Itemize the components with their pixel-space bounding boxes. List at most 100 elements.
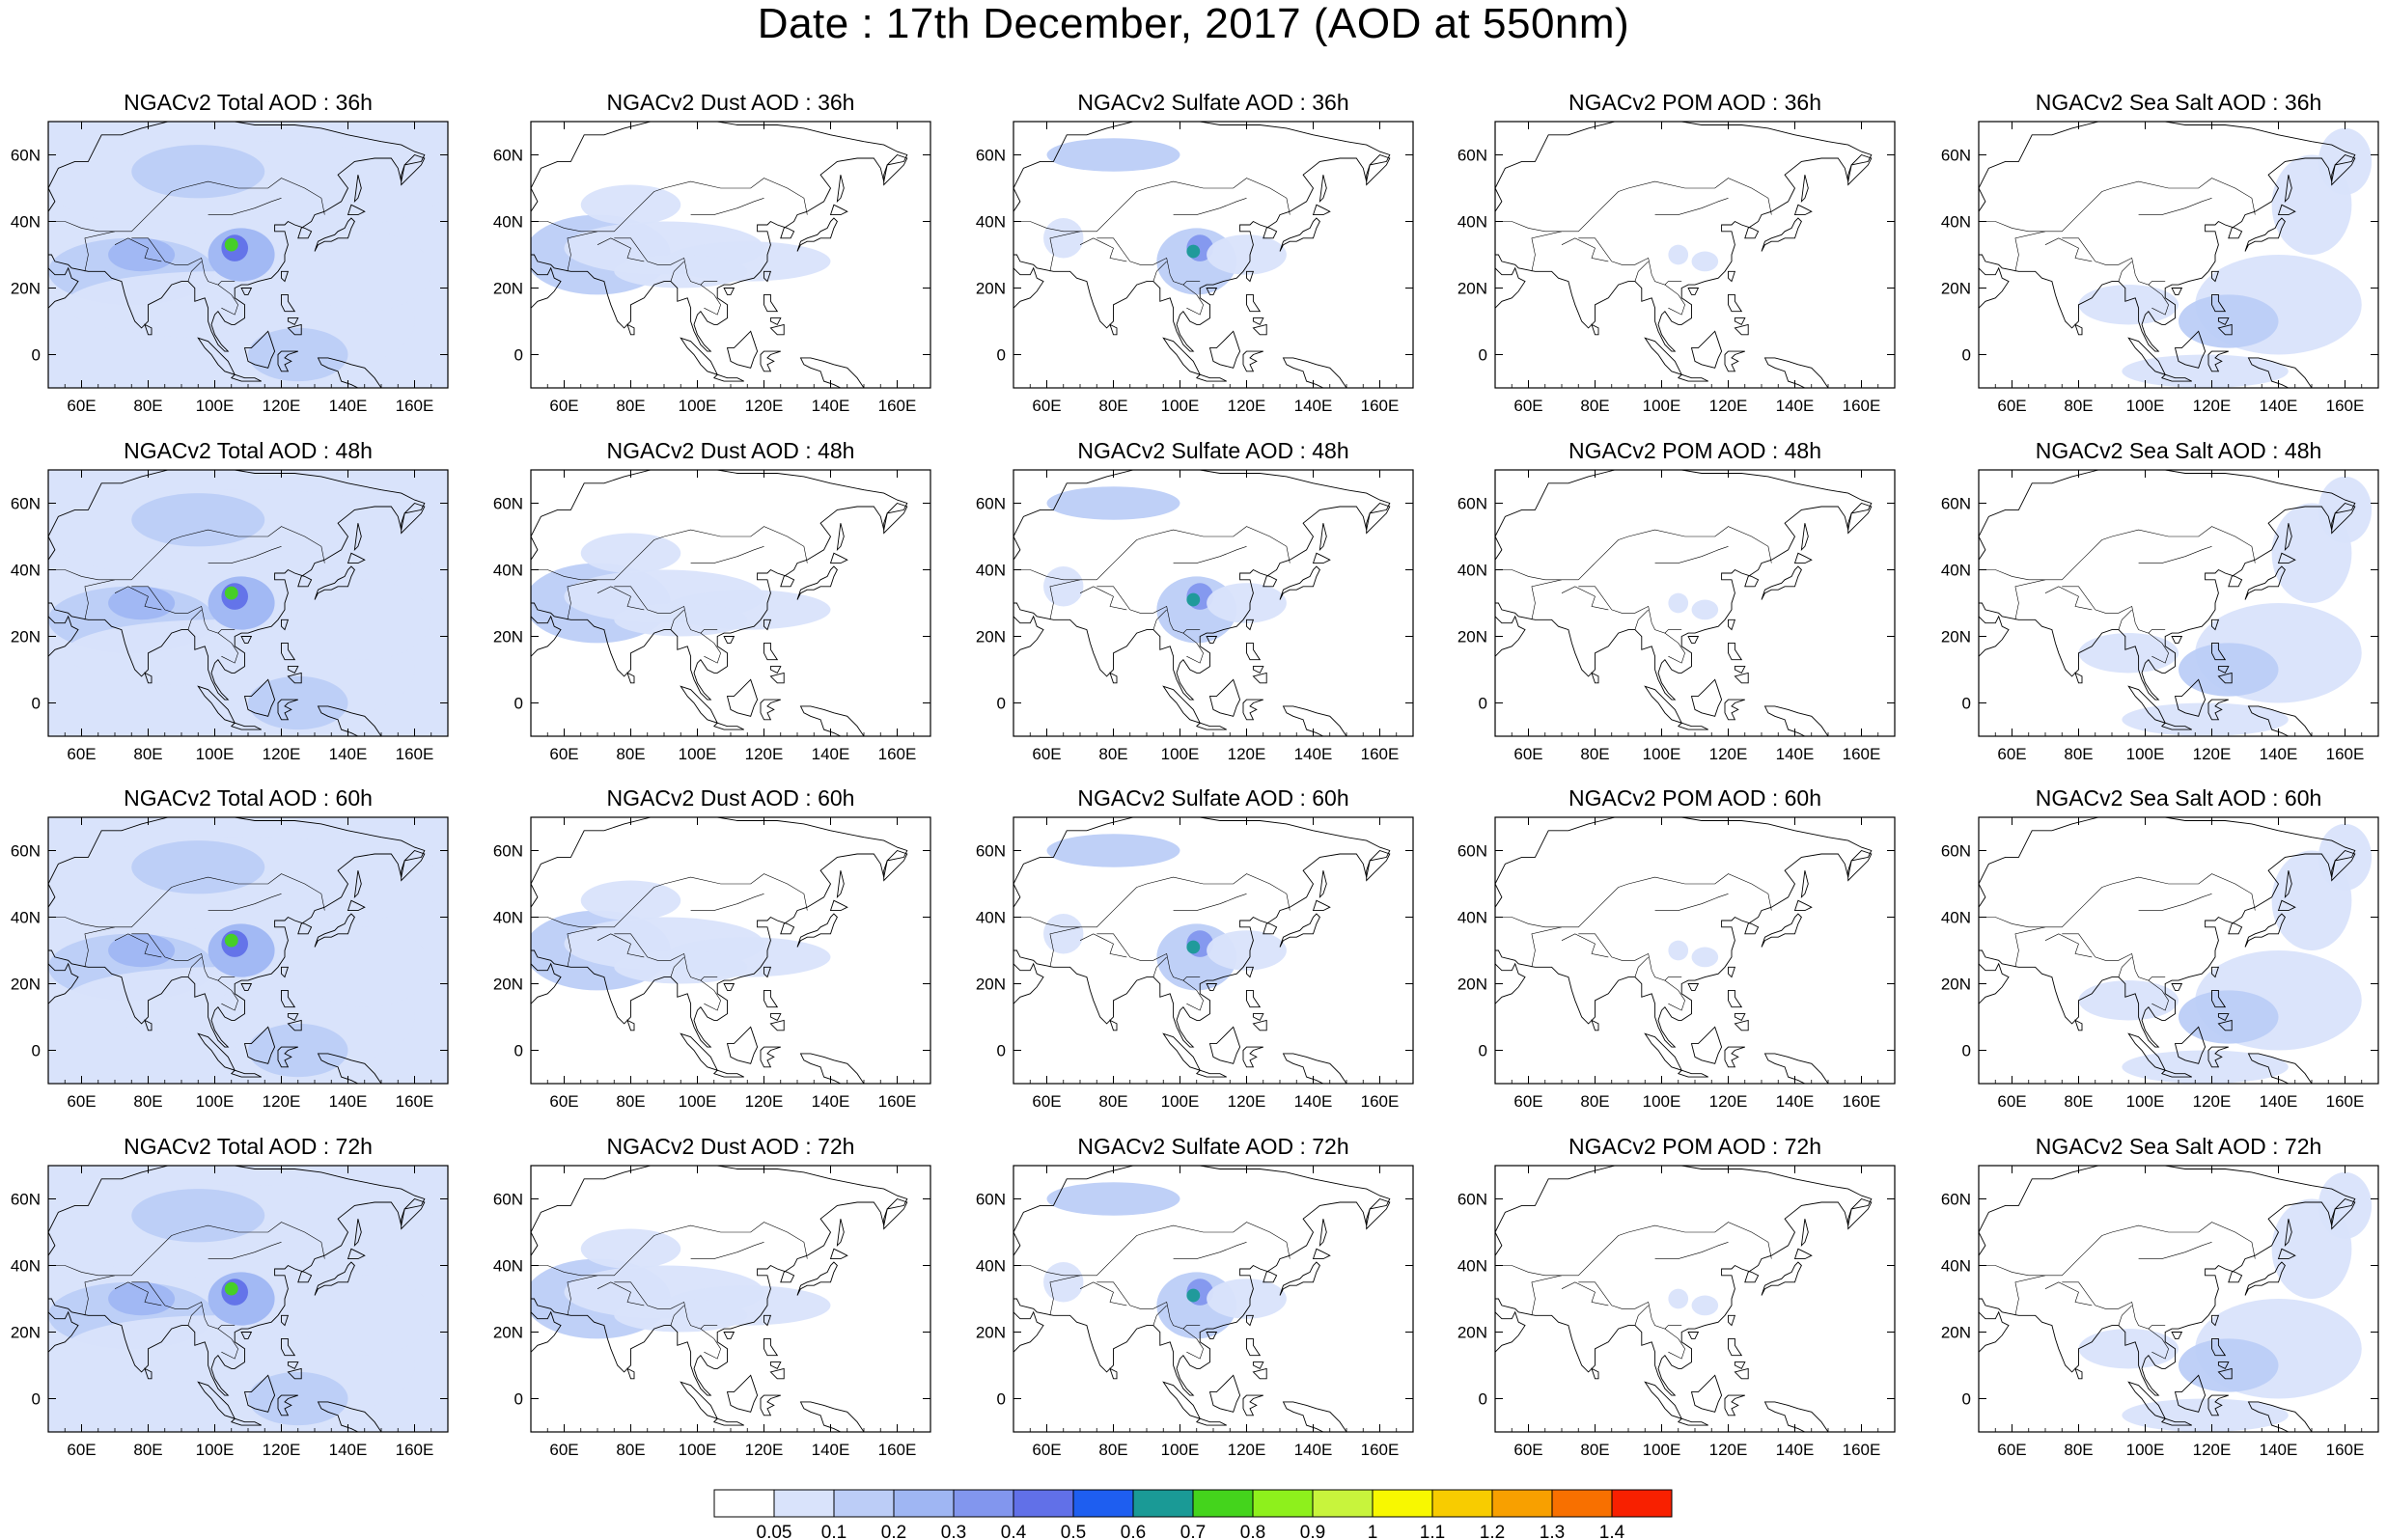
lon-tick-label: 160E (2326, 745, 2365, 763)
colorbar-swatch (1312, 1489, 1374, 1518)
aod-blob (614, 1299, 748, 1333)
lat-tick-label: 40N (976, 1257, 1006, 1276)
lat-tick-label: 40N (976, 562, 1006, 580)
island-path (799, 357, 865, 388)
map-panel: NGACv2 POM AOD : 72h 60E 80E 100E 120E 140E 16… (1457, 1134, 1896, 1459)
coastline-path (1013, 1166, 1391, 1396)
island-path (2331, 849, 2356, 882)
island-path (763, 270, 772, 283)
border-path (2044, 586, 2093, 611)
island-path (712, 373, 744, 382)
island-path (1246, 293, 1262, 313)
aod-field (1013, 1166, 1413, 1432)
border-path (1049, 231, 1081, 272)
island-path (1728, 989, 1743, 1008)
lon-tick-label: 160E (878, 1092, 917, 1111)
panel-title: NGACv2 Sea Salt AOD : 48h (2036, 438, 2322, 463)
border-path (114, 586, 162, 611)
lon-tick-label: 60E (549, 745, 578, 763)
border-path (567, 231, 598, 272)
border-path (1664, 1328, 1685, 1360)
aod-blob (1207, 1279, 1287, 1319)
border-path (1096, 237, 1201, 286)
aod-blob (1691, 1295, 1719, 1316)
island-path (1728, 1337, 1743, 1357)
island-path (1979, 950, 2010, 1004)
island-path (281, 1314, 290, 1327)
border-path (614, 1281, 718, 1330)
border-path (1531, 231, 1563, 272)
lat-tick-label: 40N (1941, 1257, 1971, 1276)
island-path (2211, 642, 2227, 661)
aod-blob (224, 237, 238, 252)
border-path (1096, 1281, 1201, 1330)
island-path (317, 1401, 382, 1432)
border-path (1561, 237, 1609, 262)
lat-tick-label: 0 (32, 695, 41, 713)
border-path (567, 1275, 598, 1316)
lon-tick-label: 140E (812, 397, 850, 415)
island-path (2174, 330, 2207, 369)
island-path (48, 255, 79, 309)
island-path (2331, 153, 2356, 186)
colorbar-swatch (1252, 1489, 1314, 1518)
island-path (287, 1013, 299, 1021)
island-path (287, 323, 302, 336)
border-path (48, 178, 325, 233)
border-path (531, 526, 808, 581)
colorbar-label: 0.7 (1180, 1523, 1206, 1540)
map-panel: NGACv2 POM AOD : 60h 60E 80E 100E 120E 140E 16… (1457, 785, 1896, 1111)
lon-tick-label: 100E (196, 1092, 235, 1111)
lon-tick-label: 140E (329, 1092, 368, 1111)
border-path (1634, 609, 1649, 630)
island-path (2244, 913, 2286, 948)
coastline-path (531, 470, 908, 701)
panel-title: NGACv2 Total AOD : 72h (124, 1134, 373, 1159)
island-path (1246, 966, 1255, 978)
island-path (1847, 502, 1873, 535)
island-path (1690, 678, 1723, 717)
island-path (796, 565, 838, 600)
lat-tick-label: 0 (514, 695, 523, 713)
lon-tick-label: 140E (812, 1092, 850, 1111)
island-path (2207, 1046, 2229, 1068)
island-path (2211, 989, 2227, 1008)
border-path (567, 926, 598, 968)
border-path (1173, 546, 1247, 564)
aod-blob (108, 1281, 176, 1316)
map-panel: NGACv2 POM AOD : 36h 60E 80E 100E 120E 140E 16… (1457, 90, 1896, 415)
aod-blob (1186, 940, 1201, 954)
island-path (314, 565, 355, 600)
island-path (401, 153, 426, 186)
map-panel: NGACv2 Sea Salt AOD : 48h 60E 80E 100E 120E 1… (1941, 438, 2379, 763)
lon-tick-label: 100E (679, 1092, 717, 1111)
island-path (836, 1219, 845, 1248)
aod-blob (2122, 354, 2289, 388)
lon-tick-label: 160E (396, 1092, 434, 1111)
island-path (2160, 1069, 2192, 1078)
island-path (712, 722, 744, 730)
island-path (2284, 523, 2292, 552)
island-path (726, 1374, 759, 1413)
island-path (1242, 1394, 1263, 1416)
island-path (1800, 1219, 1809, 1248)
border-path (84, 926, 116, 968)
lon-tick-label: 60E (1513, 1441, 1542, 1459)
island-path (829, 204, 848, 216)
map-background (1495, 1166, 1895, 1432)
island-path (2174, 1026, 2207, 1064)
coastline (531, 1166, 908, 1432)
border-path (1578, 237, 1682, 286)
colorbar-swatch (1013, 1489, 1074, 1518)
coastline (48, 1166, 426, 1432)
island-path (2211, 1314, 2220, 1327)
map-panel: NGACv2 Dust AOD : 36h 60E 80E 100E 120E 140E 1… (493, 90, 931, 415)
island-path (763, 966, 772, 978)
island-path (2244, 1261, 2286, 1296)
island-path (2174, 1374, 2207, 1413)
island-path (2127, 1381, 2167, 1419)
border-path (2138, 198, 2212, 215)
aod-field (1979, 817, 2378, 1084)
island-path (1763, 705, 1829, 736)
border-path (1152, 956, 1167, 977)
